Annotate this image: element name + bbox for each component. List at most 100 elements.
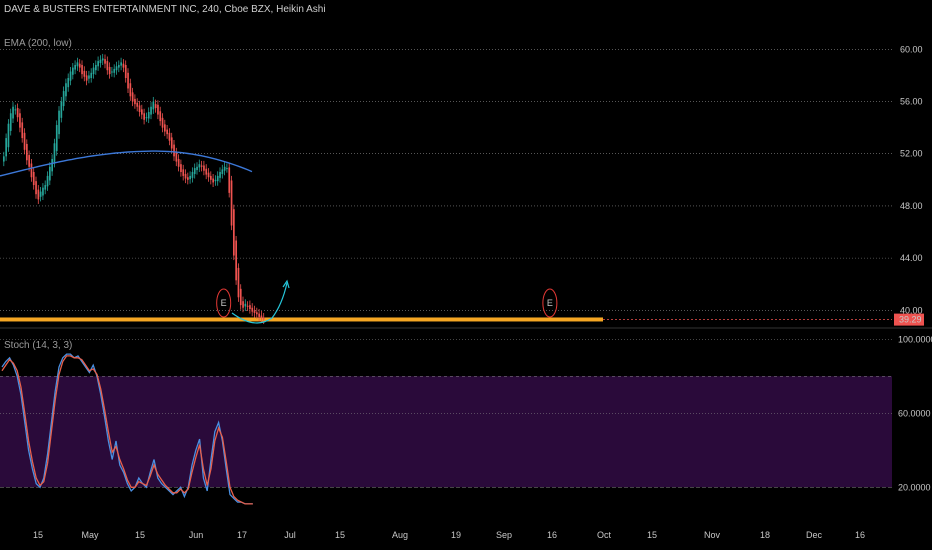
candle-body — [65, 83, 67, 97]
price-tick-label: 40.00 — [900, 305, 923, 315]
candle-body — [92, 67, 95, 75]
candle-body — [256, 312, 258, 315]
candle-body — [184, 173, 187, 179]
candle-body — [219, 172, 221, 178]
candle-body — [242, 301, 244, 308]
candle-body — [49, 166, 51, 181]
candle-body — [228, 167, 231, 193]
candle-body — [134, 98, 136, 105]
candle-body — [143, 113, 145, 120]
time-tick-label: 15 — [33, 530, 43, 540]
last-price-tag — [894, 313, 924, 326]
last-price-label: 39.29 — [899, 315, 922, 325]
candle-body — [122, 63, 125, 68]
time-tick-label: 16 — [547, 530, 557, 540]
candle-body — [12, 106, 14, 119]
candle-body — [258, 313, 260, 317]
candle-body — [111, 71, 113, 73]
price-tick-label: 60.00 — [900, 44, 923, 54]
candle-body — [55, 125, 58, 152]
candle-body — [196, 166, 198, 171]
candle-body — [53, 143, 56, 163]
candle-body — [221, 169, 224, 174]
candle-body — [191, 172, 194, 178]
ema-line — [0, 150, 253, 177]
time-tick-label: Oct — [597, 530, 612, 540]
candle-body — [182, 169, 185, 176]
candle-body — [249, 305, 251, 310]
time-tick-label: May — [81, 530, 99, 540]
candle-body — [35, 181, 37, 195]
candle-body — [81, 64, 83, 75]
candle-body — [203, 165, 205, 171]
candle-body — [97, 61, 99, 67]
candle-body — [177, 158, 180, 167]
stoch-lines — [1, 353, 253, 505]
candle-body — [170, 137, 173, 149]
candle-body — [210, 175, 212, 180]
candle-body — [214, 179, 217, 182]
candle-body — [16, 108, 19, 118]
candle-body — [85, 75, 88, 81]
candle-body — [168, 132, 171, 141]
candle-body — [198, 164, 201, 168]
candle-body — [5, 138, 7, 157]
time-tick-label: Jul — [284, 530, 296, 540]
price-tick-label: 44.00 — [900, 253, 923, 263]
candle-body — [205, 168, 208, 175]
time-tick-label: 17 — [237, 530, 247, 540]
candle-body — [159, 111, 162, 122]
candle-body — [226, 168, 228, 170]
candle-body — [124, 64, 127, 79]
candle-body — [44, 185, 47, 190]
price-tick-label: 48.00 — [900, 201, 923, 211]
candle-body — [37, 189, 40, 200]
candle-body — [189, 175, 191, 180]
time-axis[interactable]: 15 May 15 Jun 17 Jul 15 Aug 19 Sep 16 Oct 15 Nov 18 Dec… — [33, 530, 865, 540]
candle-body — [166, 129, 168, 135]
candle-body — [154, 104, 157, 109]
candle-body — [28, 155, 30, 167]
candle-body — [58, 110, 60, 135]
candle-body — [113, 68, 116, 73]
candle-body — [145, 117, 148, 119]
candle-body — [235, 240, 237, 281]
candle-body — [157, 104, 159, 115]
candle-body — [76, 62, 79, 67]
candle-body — [104, 59, 106, 64]
candle-body — [51, 158, 53, 172]
earnings-marker-label: E — [221, 298, 227, 308]
time-tick-label: Jun — [189, 530, 204, 540]
time-tick-label: 16 — [855, 530, 865, 540]
candle-body — [244, 303, 247, 307]
candle-body — [251, 307, 254, 312]
candle-body — [187, 177, 189, 180]
candle-body — [72, 67, 74, 75]
time-tick-label: Aug — [392, 530, 408, 540]
chart-title: DAVE & BUSTERS ENTERTAINMENT INC, 240, C… — [4, 4, 326, 15]
candle-body — [233, 209, 235, 256]
stoch-k-line — [1, 353, 253, 505]
time-tick-label: Nov — [704, 530, 721, 540]
candle-body — [7, 123, 10, 148]
candle-body — [9, 113, 12, 131]
candle-body — [88, 75, 90, 79]
candle-body — [99, 59, 102, 64]
candle-body — [69, 71, 72, 81]
candle-body — [164, 124, 166, 132]
candle-body — [108, 66, 111, 75]
candle-body — [260, 315, 263, 319]
stoch-pane[interactable]: 100.0000 60.0000 20.0000 Stoch (14, 3, 3) — [0, 334, 932, 505]
candle-body — [118, 64, 120, 68]
earnings-marker — [216, 288, 232, 318]
candle-body — [39, 191, 42, 197]
candle-body — [19, 113, 21, 128]
stoch-band — [0, 375, 892, 488]
time-tick-label: 18 — [760, 530, 770, 540]
support-band — [0, 317, 603, 322]
candle-body — [14, 109, 17, 111]
stoch-band-fill — [0, 376, 892, 488]
stoch-axis[interactable]: 100.0000 60.0000 20.0000 — [898, 334, 932, 492]
